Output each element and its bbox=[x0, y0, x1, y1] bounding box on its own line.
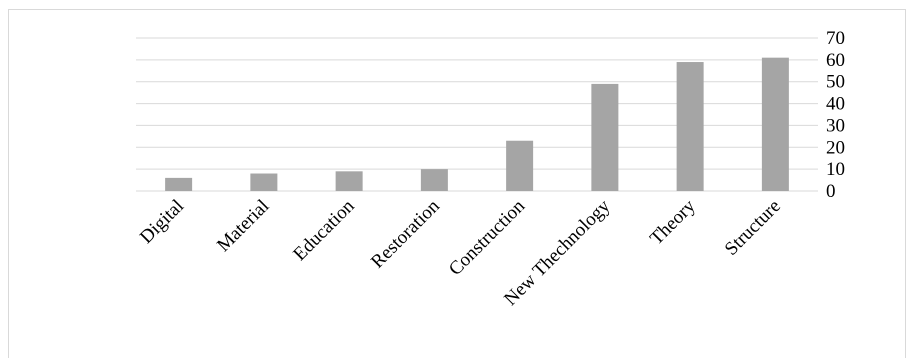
gridlines bbox=[136, 37, 818, 192]
bar-series bbox=[165, 57, 789, 191]
bar-education bbox=[335, 171, 363, 191]
bar-material bbox=[250, 173, 278, 191]
y-tick-label: 70 bbox=[826, 28, 845, 49]
y-tick-label: 30 bbox=[826, 115, 845, 136]
y-tick-label: 20 bbox=[826, 137, 845, 158]
bar-theory bbox=[676, 62, 704, 191]
bar-structure bbox=[761, 57, 789, 191]
x-category-label: Education bbox=[289, 195, 359, 265]
y-tick-label: 0 bbox=[826, 181, 836, 202]
y-tick-label: 10 bbox=[826, 159, 845, 180]
x-category-label: Theory bbox=[646, 195, 700, 249]
y-tick-label: 50 bbox=[826, 72, 845, 93]
y-tick-label: 40 bbox=[826, 94, 845, 115]
x-category-label: Construction bbox=[445, 195, 530, 280]
y-tick-label: 60 bbox=[826, 50, 845, 71]
bar-new-thechnology bbox=[591, 83, 619, 191]
bar-restoration bbox=[420, 169, 448, 191]
chart-frame bbox=[8, 9, 906, 358]
x-axis-category-labels: Digital Material Education Restoration Const… bbox=[136, 195, 785, 310]
bar-construction bbox=[506, 140, 534, 191]
x-category-label: Restoration bbox=[367, 195, 444, 272]
x-category-label: Material bbox=[213, 196, 273, 256]
x-category-label: Digital bbox=[136, 196, 188, 248]
x-category-label: Structure bbox=[721, 196, 785, 260]
bar-digital bbox=[165, 177, 193, 191]
